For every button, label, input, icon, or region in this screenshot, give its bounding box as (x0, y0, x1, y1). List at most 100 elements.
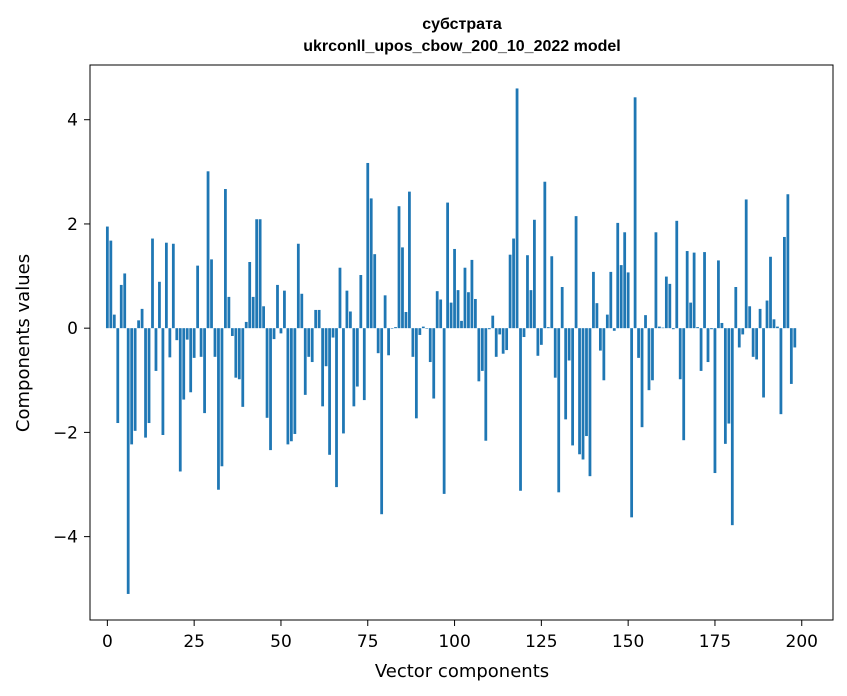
bar-100 (453, 248, 456, 329)
bar-86 (404, 312, 408, 329)
bar-157 (651, 328, 654, 381)
bar-154 (640, 328, 644, 428)
bar-87 (408, 191, 411, 329)
bar-62 (321, 328, 325, 407)
bar-89 (414, 328, 418, 419)
bar-150 (626, 272, 630, 329)
bar-192 (772, 319, 776, 329)
bar-18 (168, 328, 172, 358)
bar-79 (380, 328, 384, 515)
bar-20 (175, 328, 179, 341)
bar-131 (560, 287, 564, 329)
bar-16 (161, 328, 165, 435)
bar-26 (196, 265, 200, 329)
bar-46 (265, 328, 269, 418)
bar-99 (449, 302, 453, 329)
bar-36 (230, 328, 234, 336)
bar-197 (789, 328, 793, 384)
bar-116 (508, 254, 512, 329)
bar-103 (463, 267, 467, 329)
bar-74 (362, 328, 366, 401)
x-tick-label-200: 200 (786, 632, 818, 652)
bar-119 (519, 328, 522, 491)
bar-121 (526, 255, 529, 329)
bar-188 (758, 308, 762, 329)
bar-164 (675, 220, 679, 329)
bar-130 (557, 328, 561, 493)
bar-155 (644, 315, 647, 329)
bar-57 (303, 328, 307, 395)
bar-82 (390, 328, 394, 329)
bar-50 (279, 328, 283, 334)
y-tick-label-2: 2 (67, 215, 78, 235)
bar-151 (630, 328, 634, 518)
y-tick-label-4: 4 (67, 111, 78, 131)
bar-191 (769, 256, 772, 329)
chart-subtitle: ukrconll_upos_cbow_200_10_2022 model (303, 38, 620, 55)
bar-27 (199, 328, 203, 357)
x-tick-label-150: 150 (612, 632, 644, 652)
bar-124 (536, 328, 540, 356)
bar-28 (203, 328, 206, 414)
bar-56 (300, 293, 304, 329)
x-tick-label-0: 0 (102, 632, 113, 652)
bar-90 (418, 328, 422, 335)
bar-144 (605, 314, 609, 329)
bar-110 (487, 328, 491, 330)
y-axis-label: Components values (13, 254, 34, 432)
plot-frame (89, 64, 834, 621)
bar-172 (703, 252, 706, 329)
bar-41 (248, 261, 252, 329)
y-tick-label--4: −4 (53, 528, 78, 548)
bar-17 (164, 242, 168, 329)
bar-22 (182, 328, 186, 400)
bar-118 (515, 88, 519, 329)
bar-25 (192, 328, 196, 358)
bar-176 (717, 260, 720, 329)
bar-47 (269, 328, 272, 451)
bar-11 (144, 328, 147, 438)
bar-114 (501, 328, 505, 354)
bar-32 (217, 328, 220, 490)
bar-186 (751, 328, 755, 357)
bar-178 (723, 328, 727, 444)
x-tick-label-175: 175 (699, 632, 731, 652)
bar-92 (425, 328, 429, 329)
bar-34 (224, 189, 227, 329)
bar-168 (689, 302, 693, 329)
bar-35 (227, 296, 231, 329)
bar-175 (713, 328, 717, 474)
bar-72 (355, 328, 359, 387)
bar-7 (130, 328, 134, 445)
bar-12 (147, 328, 151, 424)
bar-48 (272, 328, 276, 340)
bar-159 (658, 326, 661, 329)
bar-145 (609, 271, 613, 329)
bar-97 (442, 328, 446, 494)
bar-156 (647, 328, 651, 391)
x-tick-label-25: 25 (183, 632, 205, 652)
bar-76 (369, 198, 373, 329)
bar-193 (776, 326, 779, 329)
bar-73 (359, 275, 363, 329)
chart-title: субстрата (422, 16, 502, 33)
bar-69 (345, 290, 349, 329)
bar-5 (123, 273, 127, 329)
bar-14 (154, 328, 158, 371)
bar-182 (737, 328, 741, 348)
bar-29 (206, 171, 210, 329)
bar-98 (446, 202, 449, 329)
bar-125 (539, 328, 543, 345)
bar-45 (262, 306, 265, 329)
bar-161 (664, 276, 668, 329)
bar-194 (779, 328, 783, 415)
bar-120 (522, 328, 526, 338)
bar-78 (376, 328, 380, 354)
bar-167 (685, 251, 689, 329)
bar-6 (126, 328, 130, 594)
bar-181 (734, 287, 738, 329)
bar-111 (491, 315, 495, 329)
bar-189 (762, 328, 765, 398)
bar-184 (744, 199, 748, 329)
bar-37 (234, 328, 238, 378)
